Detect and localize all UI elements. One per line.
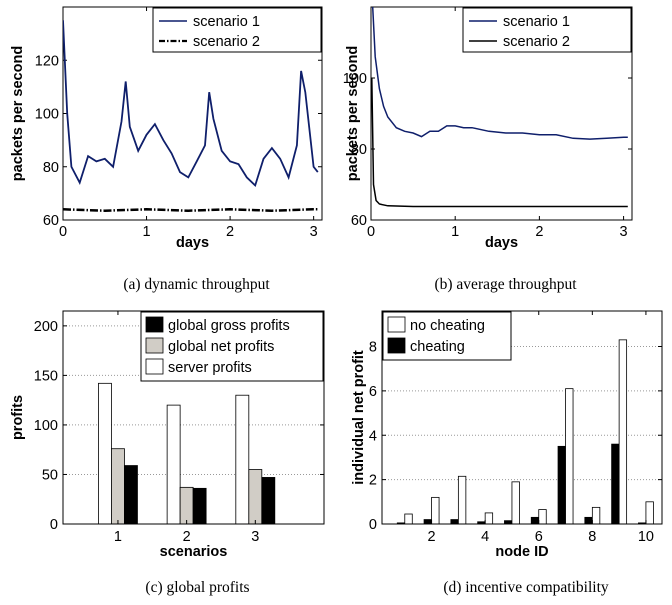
bar: [179, 486, 194, 525]
bar: [98, 382, 112, 525]
x-axis-label: days: [176, 235, 209, 251]
y-tick-label: 60: [43, 213, 59, 229]
x-tick-label: 4: [481, 529, 489, 545]
bar: [450, 519, 459, 525]
bar: [124, 465, 138, 525]
bar: [557, 445, 566, 525]
y-tick-label: 8: [369, 340, 377, 356]
legend-box: [462, 7, 632, 53]
legend-swatch-3: [145, 358, 164, 375]
chart-b: 60 80 100 0 1 2 3 days packets per second scenari…: [343, 6, 633, 293]
y-tick-label: 0: [50, 517, 58, 533]
plot-frame: [370, 6, 633, 221]
x-tick-label: 0: [367, 224, 375, 240]
x-tick-label: 10: [638, 529, 654, 545]
bar: [584, 516, 593, 525]
caption: (d) incentive compatibility: [443, 579, 609, 596]
series-line-1: [63, 20, 319, 188]
x-tick-label: 2: [226, 224, 234, 240]
y-tick-label: 6: [369, 384, 377, 400]
x-tick-label: 6: [535, 529, 543, 545]
legend-label-2: global net profits: [168, 339, 274, 355]
bar: [618, 339, 628, 525]
bar: [565, 388, 574, 525]
legend-label-1: scenario 1: [193, 14, 260, 30]
y-tick-label: 4: [369, 428, 377, 444]
y-tick-label: 80: [43, 160, 59, 176]
bar: [530, 516, 540, 525]
y-tick-label: 50: [42, 467, 58, 483]
legend-label-1: scenario 1: [503, 14, 570, 30]
y-tick-label: 2: [369, 473, 377, 489]
chart-a: 60 80 100 120 0 1 2 3 days packets per second scen…: [10, 6, 323, 293]
x-tick-label: 0: [59, 224, 67, 240]
plot-frame: [381, 310, 663, 525]
caption: (b) average throughput: [434, 276, 577, 293]
x-tick-label: 1: [451, 224, 459, 240]
bar: [431, 496, 440, 525]
legend-label-1: global gross profits: [168, 318, 290, 334]
bar: [611, 443, 620, 525]
x-axis-label: node ID: [495, 544, 548, 560]
x-tick-label: 8: [588, 529, 596, 545]
bar: [235, 394, 250, 525]
y-axis-label: packets per second: [10, 46, 26, 181]
x-tick-label: 3: [251, 529, 259, 545]
legend-box: [140, 311, 324, 382]
bar: [538, 509, 547, 525]
bar: [423, 519, 432, 525]
x-tick-label: 3: [310, 224, 318, 240]
caption: (a) dynamic throughput: [123, 276, 270, 293]
x-tick-label: 1: [114, 529, 122, 545]
y-tick-label: 120: [35, 53, 59, 69]
series-line-1: [371, 7, 628, 140]
y-axis-label: packets per second: [345, 46, 361, 181]
legend-box: [152, 7, 322, 53]
bar: [591, 506, 601, 525]
bar: [166, 404, 181, 525]
x-axis-label: scenarios: [160, 544, 228, 560]
bar: [404, 513, 413, 525]
x-tick-label: 1: [143, 224, 151, 240]
bar: [645, 501, 654, 525]
x-tick-label: 3: [620, 224, 628, 240]
legend-label-2: scenario 2: [503, 34, 570, 50]
chart-c: 0 50 100 150 200 1 2 3 scenarios profits global gr…: [10, 310, 325, 596]
x-tick-label: 2: [535, 224, 543, 240]
y-axis-label: profits: [10, 395, 26, 440]
bar: [111, 448, 125, 525]
y-tick-label: 100: [35, 107, 59, 123]
y-tick-label: 0: [369, 517, 377, 533]
x-axis-label: days: [485, 235, 518, 251]
legend-swatch-1: [387, 316, 406, 333]
x-tick-label: 2: [183, 529, 191, 545]
legend-swatch-1: [145, 316, 164, 333]
y-tick-label: 200: [34, 319, 58, 335]
legend-swatch-2: [387, 337, 406, 354]
bar: [484, 512, 494, 525]
bar: [511, 481, 520, 525]
bar: [457, 475, 467, 525]
y-tick-label: 150: [34, 368, 58, 384]
y-tick-label: 100: [34, 418, 58, 434]
series-line-2: [63, 208, 318, 212]
series-line-2: [371, 77, 628, 208]
y-axis-label: individual net profit: [351, 350, 367, 485]
y-tick-label: 100: [343, 71, 367, 87]
bar: [248, 469, 263, 525]
legend-label-3: server profits: [168, 360, 252, 376]
legend-label-2: scenario 2: [193, 34, 260, 50]
legend-label-1: no cheating: [410, 318, 485, 334]
bar: [261, 477, 276, 525]
x-tick-label: 2: [428, 529, 436, 545]
bar: [192, 487, 207, 525]
chart-d: 0 2 4 6 8 2 4 6 8 10 node ID individual net profit n…: [351, 310, 663, 596]
plot-frame: [62, 310, 325, 525]
y-tick-label: 60: [351, 213, 367, 229]
legend-label-2: cheating: [410, 339, 465, 355]
caption: (c) global profits: [145, 579, 249, 596]
y-tick-label: 80: [351, 142, 367, 158]
legend-swatch-2: [145, 337, 164, 354]
